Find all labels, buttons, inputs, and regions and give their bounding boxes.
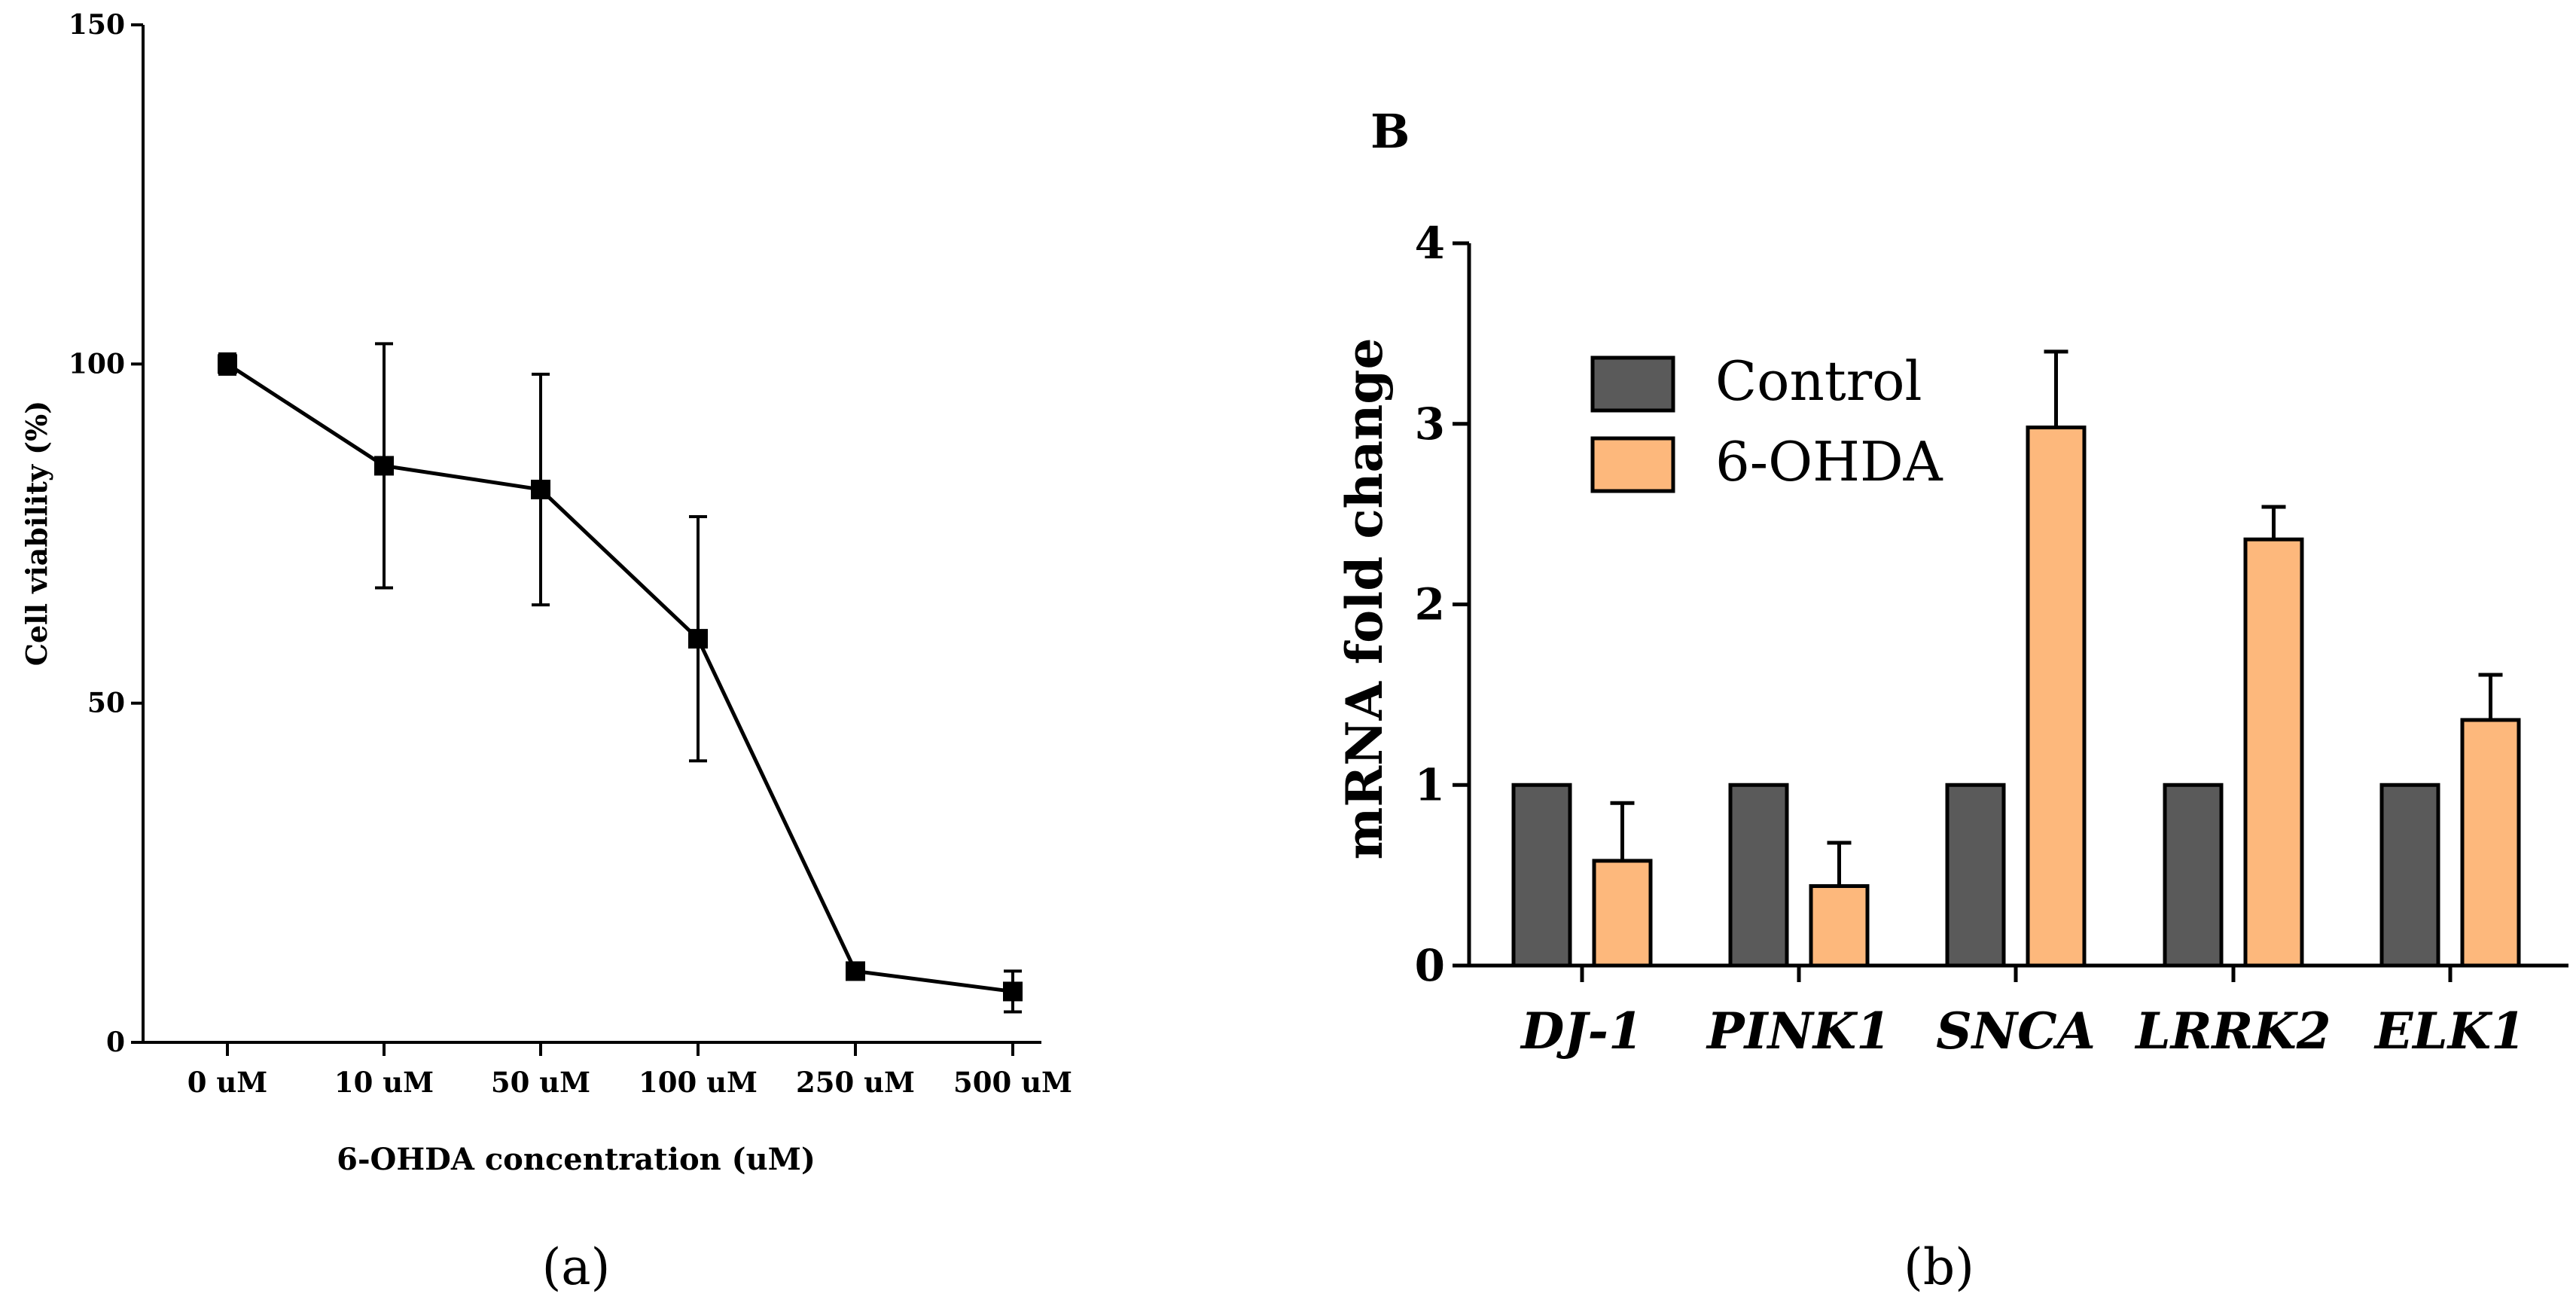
a-data-point xyxy=(531,479,550,499)
b-bar-6-ohda xyxy=(2243,537,2304,968)
b-bar-control xyxy=(2163,783,2224,968)
b-y-tick-label: 2 xyxy=(1415,579,1445,630)
b-panel-label: (b) xyxy=(1904,1238,1974,1296)
a-y-tick-label: 100 xyxy=(69,348,125,380)
b-bar-control xyxy=(1728,783,1789,968)
a-data-point xyxy=(846,961,865,981)
b-x-tick-label: ELK1 xyxy=(2373,1002,2526,1060)
a-data-point xyxy=(1003,981,1023,1002)
a-x-tick-label: 250 uM xyxy=(796,1066,915,1099)
b-bar-control xyxy=(1511,783,1572,968)
b-x-tick-label: DJ-1 xyxy=(1520,1002,1643,1060)
a-y-tick-label: 50 xyxy=(87,688,125,719)
b-bar-6-ohda xyxy=(1592,859,1653,968)
a-panel-label: (a) xyxy=(542,1238,611,1296)
a-y-axis-title: Cell viability (%) xyxy=(20,401,53,666)
a-data-point xyxy=(374,456,394,476)
b-y-tick-label: 3 xyxy=(1415,398,1445,450)
b-x-tick-label: SNCA xyxy=(1936,1002,2096,1060)
a-y-tick-label: 150 xyxy=(69,9,125,41)
b-y-axis-title: mRNA fold change xyxy=(1335,338,1394,860)
b-bar-6-ohda xyxy=(1809,884,1870,968)
b-x-tick-label: PINK1 xyxy=(1706,1002,1891,1060)
b-legend-swatch xyxy=(1590,436,1675,493)
b-y-tick-label: 1 xyxy=(1415,759,1445,810)
b-y-tick-label: 0 xyxy=(1415,940,1445,991)
a-x-tick-label: 10 uM xyxy=(334,1066,434,1099)
a-data-point xyxy=(688,629,708,649)
a-x-tick-label: 0 uM xyxy=(187,1066,267,1099)
b-bar-6-ohda xyxy=(2026,426,2087,968)
b-bar-control xyxy=(1945,783,2006,968)
b-bar-6-ohda xyxy=(2460,718,2521,968)
b-x-tick-label: LRRK2 xyxy=(2134,1002,2331,1060)
a-x-tick-label: 50 uM xyxy=(491,1066,590,1099)
b-legend-swatch xyxy=(1590,355,1675,413)
a-y-tick-label: 0 xyxy=(106,1027,125,1058)
b-y-tick-label: 4 xyxy=(1415,218,1445,269)
b-legend-label: 6-OHDA xyxy=(1715,430,1943,493)
b-bar-control xyxy=(2379,783,2440,968)
a-x-tick-label: 100 uM xyxy=(639,1066,758,1099)
b-corner-label: B xyxy=(1370,104,1410,159)
a-data-point xyxy=(218,354,237,374)
a-x-axis-title: 6-OHDA concentration (uM) xyxy=(337,1142,815,1177)
a-data-line xyxy=(226,362,1014,993)
b-legend-label: Control xyxy=(1715,349,1922,413)
a-x-tick-label: 500 uM xyxy=(953,1066,1072,1099)
